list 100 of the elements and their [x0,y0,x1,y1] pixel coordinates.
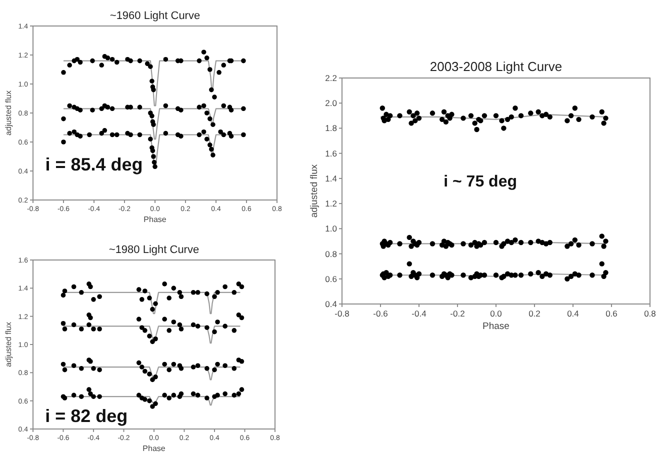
point [79,326,84,332]
point [601,120,606,126]
point [97,367,102,372]
point [468,113,474,118]
point [128,132,133,138]
point [241,132,246,138]
point [416,240,422,246]
point [67,62,72,68]
y-tick-label: 1.4 [325,173,338,184]
point [90,108,95,112]
chart-title: ~1980 Light Curve [108,244,200,256]
point [443,119,449,125]
point [576,272,582,278]
point [501,241,506,246]
annotation: i = 85.4 deg [45,154,143,174]
point [162,316,167,322]
point [88,391,93,396]
point [190,322,196,328]
point [150,78,154,84]
point [472,120,478,126]
x-tick-label: -0.4 [412,308,427,318]
point [564,276,570,282]
point [547,272,552,278]
point [215,392,220,398]
point [142,328,148,333]
point [493,240,499,246]
point [215,290,220,295]
point [60,362,66,367]
point [518,272,524,278]
point [518,240,524,246]
point [166,296,172,300]
point [62,326,68,332]
point [397,272,402,278]
point [163,130,168,136]
point [576,242,582,248]
point [408,244,414,249]
point [178,294,184,300]
point [518,113,524,118]
point [171,392,176,398]
point [142,288,148,294]
point [210,152,216,158]
point [150,404,155,409]
point [196,58,202,64]
point [408,120,414,126]
x-tick-label: 0.4 [567,308,580,318]
point [140,364,144,370]
point [137,58,142,64]
point [215,320,220,324]
point [572,237,578,243]
point [196,104,202,110]
point [239,284,244,290]
point [204,110,210,116]
point [144,61,150,66]
point [228,134,234,139]
point [564,244,570,249]
point [406,234,412,240]
point [241,106,246,112]
point [148,64,153,69]
point [99,62,104,68]
y-axis-title: adjusted flux [309,164,320,218]
point [140,325,144,330]
point [196,132,202,138]
point [97,326,102,332]
point [547,114,552,120]
y-tick-label: 0.4 [325,298,338,309]
point [153,401,158,406]
point [406,261,412,266]
point [128,58,133,64]
point [178,391,184,396]
point [62,288,68,294]
point [61,140,66,144]
point [178,108,184,112]
point [241,58,246,64]
point [91,394,96,400]
point [232,290,237,295]
point [91,326,96,332]
point [178,326,184,332]
point [239,387,244,392]
point [468,242,474,248]
point [90,58,95,64]
point [150,114,154,118]
point [88,284,93,290]
y-tick-label: 1.8 [325,123,338,134]
point [78,60,83,65]
y-tick-label: 0.8 [325,248,338,259]
point [204,325,210,330]
point [218,129,223,134]
chart-title: ~1960 Light Curve [110,10,200,22]
point [209,146,214,152]
point [482,240,488,246]
point [380,106,386,111]
point [221,103,226,108]
point [171,286,176,291]
point [449,112,454,118]
point [60,320,66,326]
point [239,315,244,320]
point [499,118,504,124]
point [501,126,506,131]
point [79,394,84,400]
point [190,290,196,295]
